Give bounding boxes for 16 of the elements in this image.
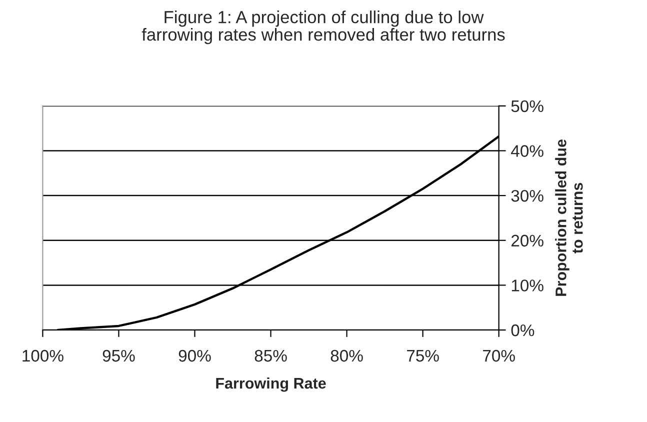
y-tick-label: 0% xyxy=(511,324,534,336)
y-tick-label: 30% xyxy=(511,190,544,202)
x-tick-label: 75% xyxy=(406,350,439,362)
x-tick-label: 85% xyxy=(254,350,287,362)
x-tick-label: 90% xyxy=(178,350,211,362)
x-tick-label: 95% xyxy=(102,350,135,362)
y-axis-title: Proportion culled due to returns xyxy=(555,140,583,296)
y-tick-label: 10% xyxy=(512,280,544,292)
y-tick-label: 50% xyxy=(511,100,544,112)
x-tick-label: 80% xyxy=(330,350,363,362)
x-axis-title: Farrowing Rate xyxy=(216,377,326,392)
y-tick-label: 20% xyxy=(511,234,544,247)
y-tick-label: 40% xyxy=(511,145,544,157)
chart-title: Figure 1: A projection of culling due to low farrowing rates when removed after two returns xyxy=(142,10,505,44)
x-tick-label: 100% xyxy=(22,350,64,362)
x-tick-label: 70% xyxy=(483,350,515,362)
